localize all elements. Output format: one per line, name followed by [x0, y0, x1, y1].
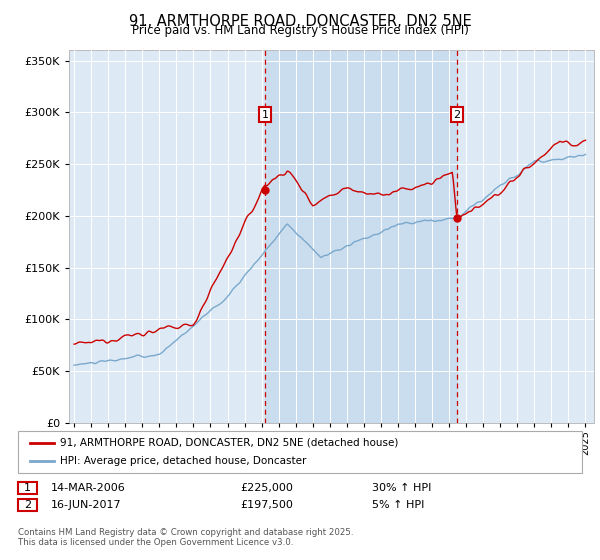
Text: 16-JUN-2017: 16-JUN-2017: [51, 500, 122, 510]
Text: Contains HM Land Registry data © Crown copyright and database right 2025.
This d: Contains HM Land Registry data © Crown c…: [18, 528, 353, 547]
Text: 91, ARMTHORPE ROAD, DONCASTER, DN2 5NE (detached house): 91, ARMTHORPE ROAD, DONCASTER, DN2 5NE (…: [60, 438, 398, 448]
Text: £225,000: £225,000: [240, 483, 293, 493]
Text: Price paid vs. HM Land Registry's House Price Index (HPI): Price paid vs. HM Land Registry's House …: [131, 24, 469, 37]
Text: HPI: Average price, detached house, Doncaster: HPI: Average price, detached house, Donc…: [60, 456, 307, 466]
Text: 91, ARMTHORPE ROAD, DONCASTER, DN2 5NE: 91, ARMTHORPE ROAD, DONCASTER, DN2 5NE: [128, 14, 472, 29]
Text: 5% ↑ HPI: 5% ↑ HPI: [372, 500, 424, 510]
Text: 30% ↑ HPI: 30% ↑ HPI: [372, 483, 431, 493]
Text: 14-MAR-2006: 14-MAR-2006: [51, 483, 126, 493]
Text: 2: 2: [454, 110, 461, 119]
Bar: [265, 50, 457, 423]
Text: 1: 1: [262, 110, 269, 119]
Text: 1: 1: [24, 483, 31, 493]
Text: 2: 2: [24, 500, 31, 510]
Text: £197,500: £197,500: [240, 500, 293, 510]
